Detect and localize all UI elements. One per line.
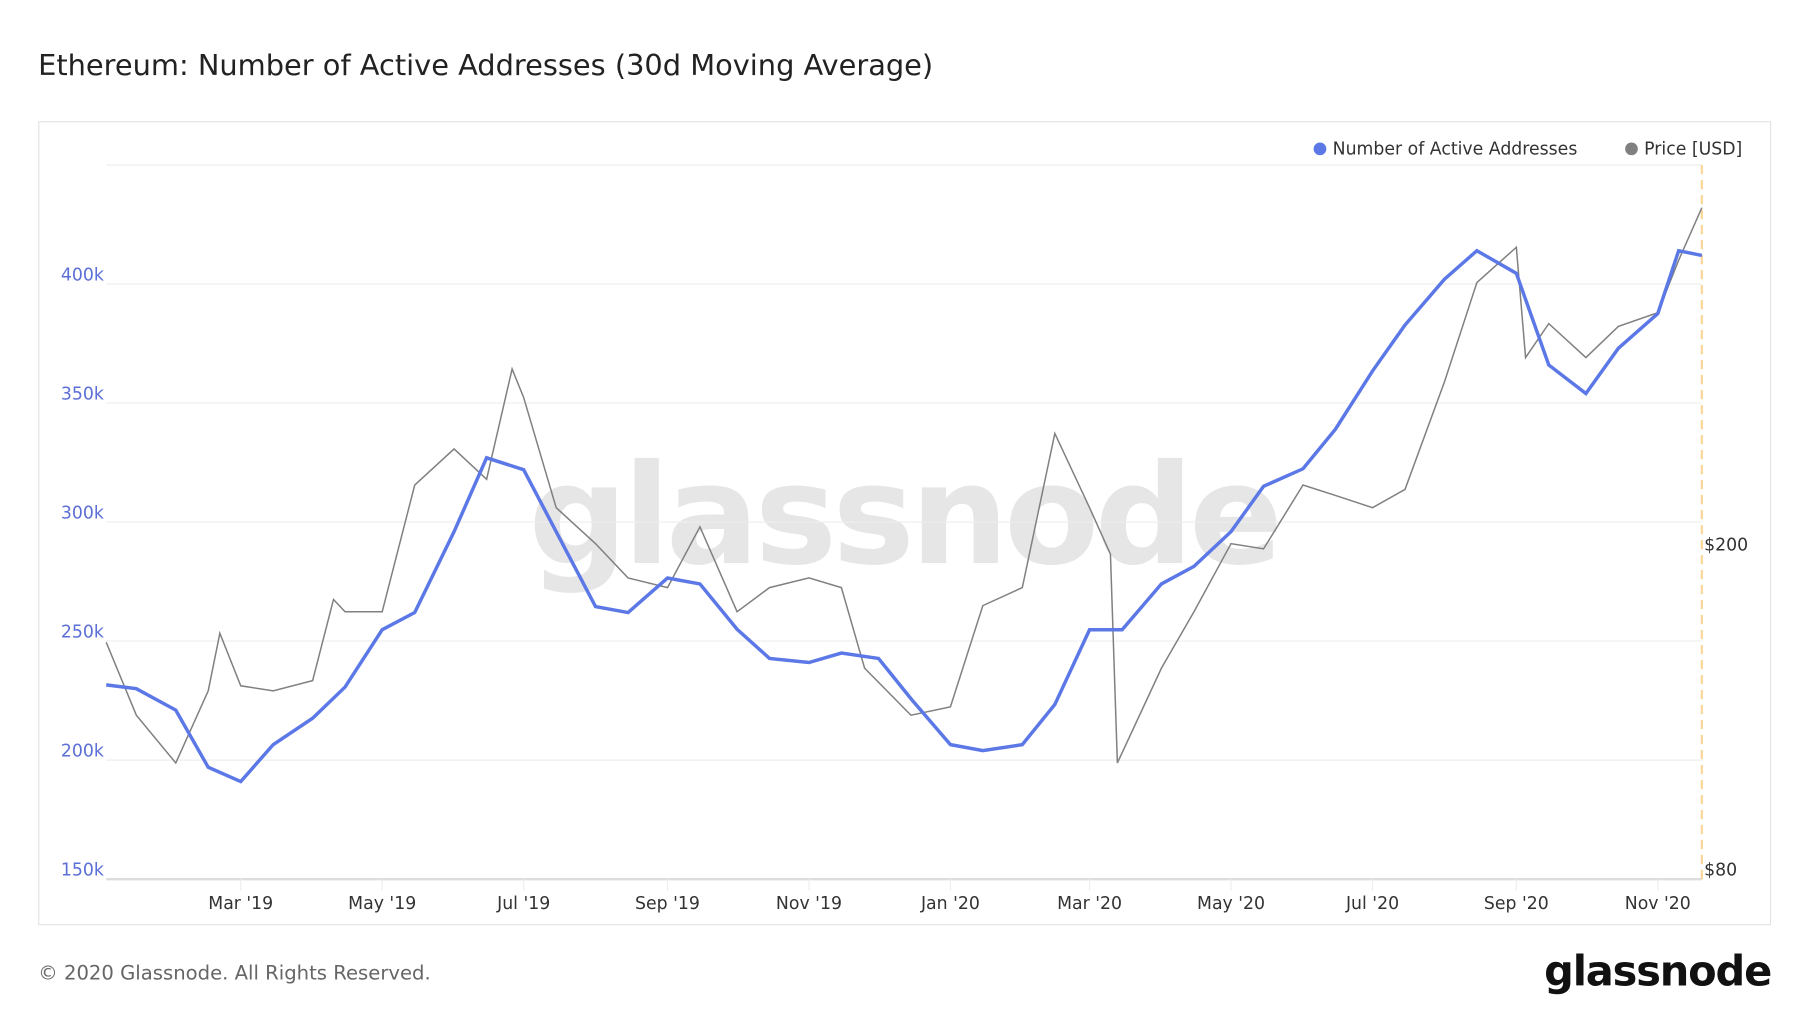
x-tick-label: May '19 <box>348 894 416 914</box>
legend-dot-price <box>1625 142 1638 156</box>
series-line-active-addresses <box>105 248 1703 784</box>
legend: Number of Active Addresses Price [USD] <box>1313 140 1742 160</box>
y-left-tick-label: 250k <box>61 623 104 643</box>
axis-ticks: 150k 200k 250k 300k 350k 400k $80 $200 Mar '19 Ma… <box>61 266 1748 915</box>
watermark: glassnode <box>529 434 1279 596</box>
glassnode-logo: glassnode <box>1544 946 1771 995</box>
x-tick-label: Sep '20 <box>1484 894 1549 914</box>
page-title: Ethereum: Number of Active Addresses (30… <box>38 48 933 82</box>
grid <box>106 164 1702 891</box>
x-tick-label: Nov '19 <box>776 894 842 914</box>
series-line-price <box>105 207 1703 765</box>
x-tick-label: Jan '20 <box>920 894 980 914</box>
y-right-tick-label: $200 <box>1704 536 1748 556</box>
x-tick-label: Sep '19 <box>635 894 700 914</box>
legend-label-price[interactable]: Price [USD] <box>1644 140 1742 160</box>
legend-dot-addresses <box>1313 142 1327 156</box>
y-right-tick-label: $80 <box>1704 861 1737 881</box>
y-left-tick-label: 200k <box>61 742 104 762</box>
x-tick-label: May '20 <box>1197 894 1265 914</box>
y-left-tick-label: 300k <box>61 504 104 524</box>
x-tick-label: Mar '20 <box>1057 894 1122 914</box>
copyright: © 2020 Glassnode. All Rights Reserved. <box>38 962 431 985</box>
legend-label-addresses[interactable]: Number of Active Addresses <box>1333 140 1578 160</box>
x-tick-label: Jul '19 <box>496 894 550 914</box>
y-left-tick-label: 350k <box>61 385 104 405</box>
x-tick-label: Jul '20 <box>1345 894 1399 914</box>
x-tick-label: Nov '20 <box>1625 894 1691 914</box>
y-left-tick-label: 150k <box>61 861 104 881</box>
y-left-tick-label: 400k <box>61 266 104 286</box>
x-tick-label: Mar '19 <box>208 894 273 914</box>
